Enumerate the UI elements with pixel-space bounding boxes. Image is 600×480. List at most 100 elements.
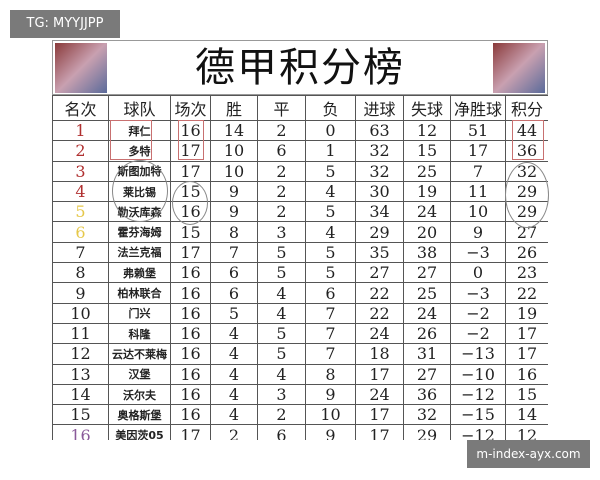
goals-against-cell: 29	[403, 424, 451, 440]
goal-diff-cell: −2	[450, 322, 506, 345]
team-cell: 门兴	[108, 302, 171, 324]
drawn-cell: 3	[257, 221, 306, 243]
lost-cell: 0	[305, 119, 356, 142]
goals-for-cell: 27	[355, 262, 404, 284]
played-cell: 17	[170, 160, 211, 182]
rank-cell: 8	[52, 262, 109, 284]
lost-cell: 7	[305, 302, 356, 324]
column-header: 胜	[210, 95, 258, 121]
circle-points	[505, 162, 549, 228]
drawn-cell: 6	[257, 424, 306, 440]
points-cell: 44	[505, 119, 548, 142]
points-cell: 16	[505, 363, 548, 385]
goals-against-cell: 26	[403, 322, 451, 345]
rank-cell: 10	[52, 302, 109, 324]
won-cell: 7	[210, 241, 258, 264]
rank-cell: 4	[52, 180, 109, 203]
goals-for-cell: 17	[355, 363, 404, 385]
goals-against-cell: 36	[403, 383, 451, 406]
points-cell: 14	[505, 404, 548, 426]
rank-cell: 3	[52, 160, 109, 182]
goal-diff-cell: −13	[450, 343, 506, 365]
lost-cell: 5	[305, 241, 356, 264]
rank-cell: 16	[52, 424, 109, 440]
rank-cell: 12	[52, 343, 109, 365]
played-cell: 16	[170, 302, 211, 324]
goals-for-cell: 29	[355, 221, 404, 243]
lost-cell: 1	[305, 140, 356, 162]
won-cell: 9	[210, 201, 258, 223]
column-header: 净胜球	[450, 95, 506, 121]
team-cell: 汉堡	[108, 363, 171, 385]
lost-cell: 5	[305, 160, 356, 182]
lost-cell: 5	[305, 201, 356, 223]
lost-cell: 8	[305, 363, 356, 385]
goal-diff-cell: −3	[450, 282, 506, 304]
goal-diff-cell: 9	[450, 221, 506, 243]
goal-diff-cell: 11	[450, 180, 506, 203]
team-cell: 科隆	[108, 322, 171, 345]
header-row: 名次 球队 场次胜平负进球 失球 净胜球 积分	[52, 95, 548, 121]
played-cell: 16	[170, 282, 211, 304]
points-cell: 36	[505, 140, 548, 162]
table-row: 16 美因茨05 17 2 6 9 17 29 −12 12	[52, 424, 548, 440]
played-cell: 16	[170, 363, 211, 385]
title-bar: 德甲积分榜	[52, 40, 548, 95]
goals-against-cell: 12	[403, 119, 451, 142]
goal-diff-cell: 0	[450, 262, 506, 284]
won-cell: 4	[210, 343, 258, 365]
goals-for-cell: 22	[355, 302, 404, 324]
goal-diff-cell: −3	[450, 241, 506, 264]
column-header: 场次	[170, 95, 211, 121]
goals-against-cell: 38	[403, 241, 451, 264]
column-header: 名次	[52, 95, 109, 121]
goals-for-cell: 30	[355, 180, 404, 203]
drawn-cell: 6	[257, 140, 306, 162]
goal-diff-cell: −10	[450, 363, 506, 385]
player-image-left	[55, 43, 107, 93]
won-cell: 2	[210, 424, 258, 440]
won-cell: 4	[210, 383, 258, 406]
team-cell: 法兰克福	[108, 241, 171, 264]
goals-for-cell: 24	[355, 322, 404, 345]
lost-cell: 4	[305, 180, 356, 203]
goals-for-cell: 17	[355, 404, 404, 426]
drawn-cell: 2	[257, 160, 306, 182]
team-cell: 霍芬海姆	[108, 221, 171, 243]
table-row: 15 奥格斯堡 16 4 2 10 17 32 −15 14	[52, 404, 548, 426]
lost-cell: 9	[305, 424, 356, 440]
drawn-cell: 5	[257, 343, 306, 365]
lost-cell: 7	[305, 343, 356, 365]
goals-against-cell: 25	[403, 282, 451, 304]
played-cell: 16	[170, 383, 211, 406]
goals-for-cell: 34	[355, 201, 404, 223]
rank-cell: 9	[52, 282, 109, 304]
team-cell: 奥格斯堡	[108, 404, 171, 426]
goal-diff-cell: 51	[450, 119, 506, 142]
played-cell: 16	[170, 119, 211, 142]
rank-cell: 11	[52, 322, 109, 345]
table-row: 14 沃尔夫 16 4 3 9 24 36 −12 15	[52, 383, 548, 406]
column-header: 进球	[355, 95, 404, 121]
table-row: 12 云达不莱梅 16 4 5 7 18 31 −13 17	[52, 343, 548, 365]
won-cell: 6	[210, 282, 258, 304]
team-cell: 沃尔夫	[108, 383, 171, 406]
watermark-bottom: m-index-ayx.com	[467, 440, 590, 468]
page-title: 德甲积分榜	[195, 45, 405, 91]
team-cell: 美因茨05	[108, 424, 171, 440]
goal-diff-cell: −12	[450, 424, 506, 440]
played-cell: 16	[170, 322, 211, 345]
drawn-cell: 5	[257, 241, 306, 264]
table-row: 1 拜仁 16 14 2 0 63 12 51 44	[52, 119, 548, 142]
team-cell: 云达不莱梅	[108, 343, 171, 365]
won-cell: 9	[210, 180, 258, 203]
goal-diff-cell: 17	[450, 140, 506, 162]
team-cell: 弗赖堡	[108, 262, 171, 284]
won-cell: 10	[210, 160, 258, 182]
points-cell: 27	[505, 221, 548, 243]
points-cell: 17	[505, 343, 548, 365]
goals-for-cell: 32	[355, 140, 404, 162]
won-cell: 6	[210, 262, 258, 284]
goals-for-cell: 17	[355, 424, 404, 440]
column-header: 负	[305, 95, 356, 121]
